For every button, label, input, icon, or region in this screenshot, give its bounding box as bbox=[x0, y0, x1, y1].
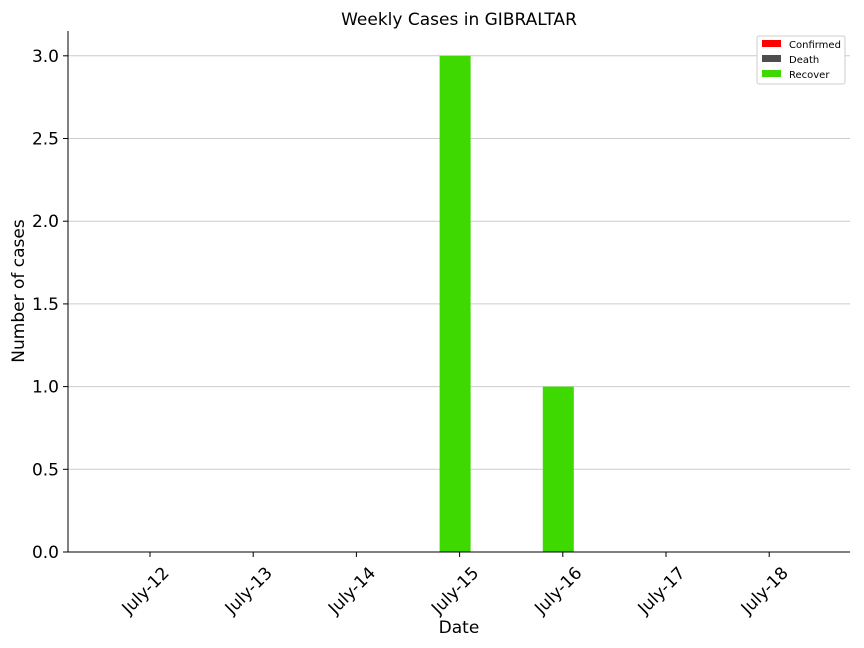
x-tick-label: July-16 bbox=[530, 563, 586, 619]
x-tick-label: July-17 bbox=[634, 563, 690, 619]
x-tick-label: July-12 bbox=[118, 563, 174, 619]
x-tick-label: July-13 bbox=[221, 563, 277, 619]
y-axis-label: Number of cases bbox=[9, 219, 29, 363]
bar-recover-july-16 bbox=[542, 386, 574, 552]
x-tick-label: July-18 bbox=[737, 563, 793, 619]
legend-swatch-death bbox=[762, 55, 781, 62]
y-ticks: 0.0 0.5 1.0 1.5 2.0 2.5 3.0 bbox=[32, 47, 68, 563]
chart-title: Weekly Cases in GIBRALTAR bbox=[341, 10, 577, 30]
legend-label-recover: Recover bbox=[789, 70, 830, 81]
y-tick-label: 3.0 bbox=[32, 47, 59, 67]
legend-label-confirmed: Confirmed bbox=[789, 40, 841, 51]
legend-swatch-confirmed bbox=[762, 40, 781, 47]
x-axis-label: Date bbox=[439, 618, 480, 638]
bars bbox=[439, 55, 574, 553]
y-tick-label: 2.0 bbox=[32, 212, 59, 232]
y-tick-label: 1.5 bbox=[32, 295, 59, 315]
legend-swatch-recover bbox=[762, 70, 781, 77]
x-tick-label: July-15 bbox=[427, 563, 483, 619]
y-tick-label: 0.5 bbox=[32, 460, 59, 480]
legend: Confirmed Death Recover bbox=[756, 35, 846, 85]
legend-label-death: Death bbox=[789, 55, 819, 66]
axes bbox=[67, 31, 850, 553]
x-ticks: July-12 July-13 July-14 July-15 July-16 July-… bbox=[118, 552, 793, 619]
y-tick-label: 0.0 bbox=[32, 543, 59, 563]
bar-recover-july-15 bbox=[439, 55, 471, 553]
y-tick-label: 1.0 bbox=[32, 378, 59, 398]
x-tick-label: July-14 bbox=[324, 563, 380, 619]
y-tick-label: 2.5 bbox=[32, 130, 59, 150]
